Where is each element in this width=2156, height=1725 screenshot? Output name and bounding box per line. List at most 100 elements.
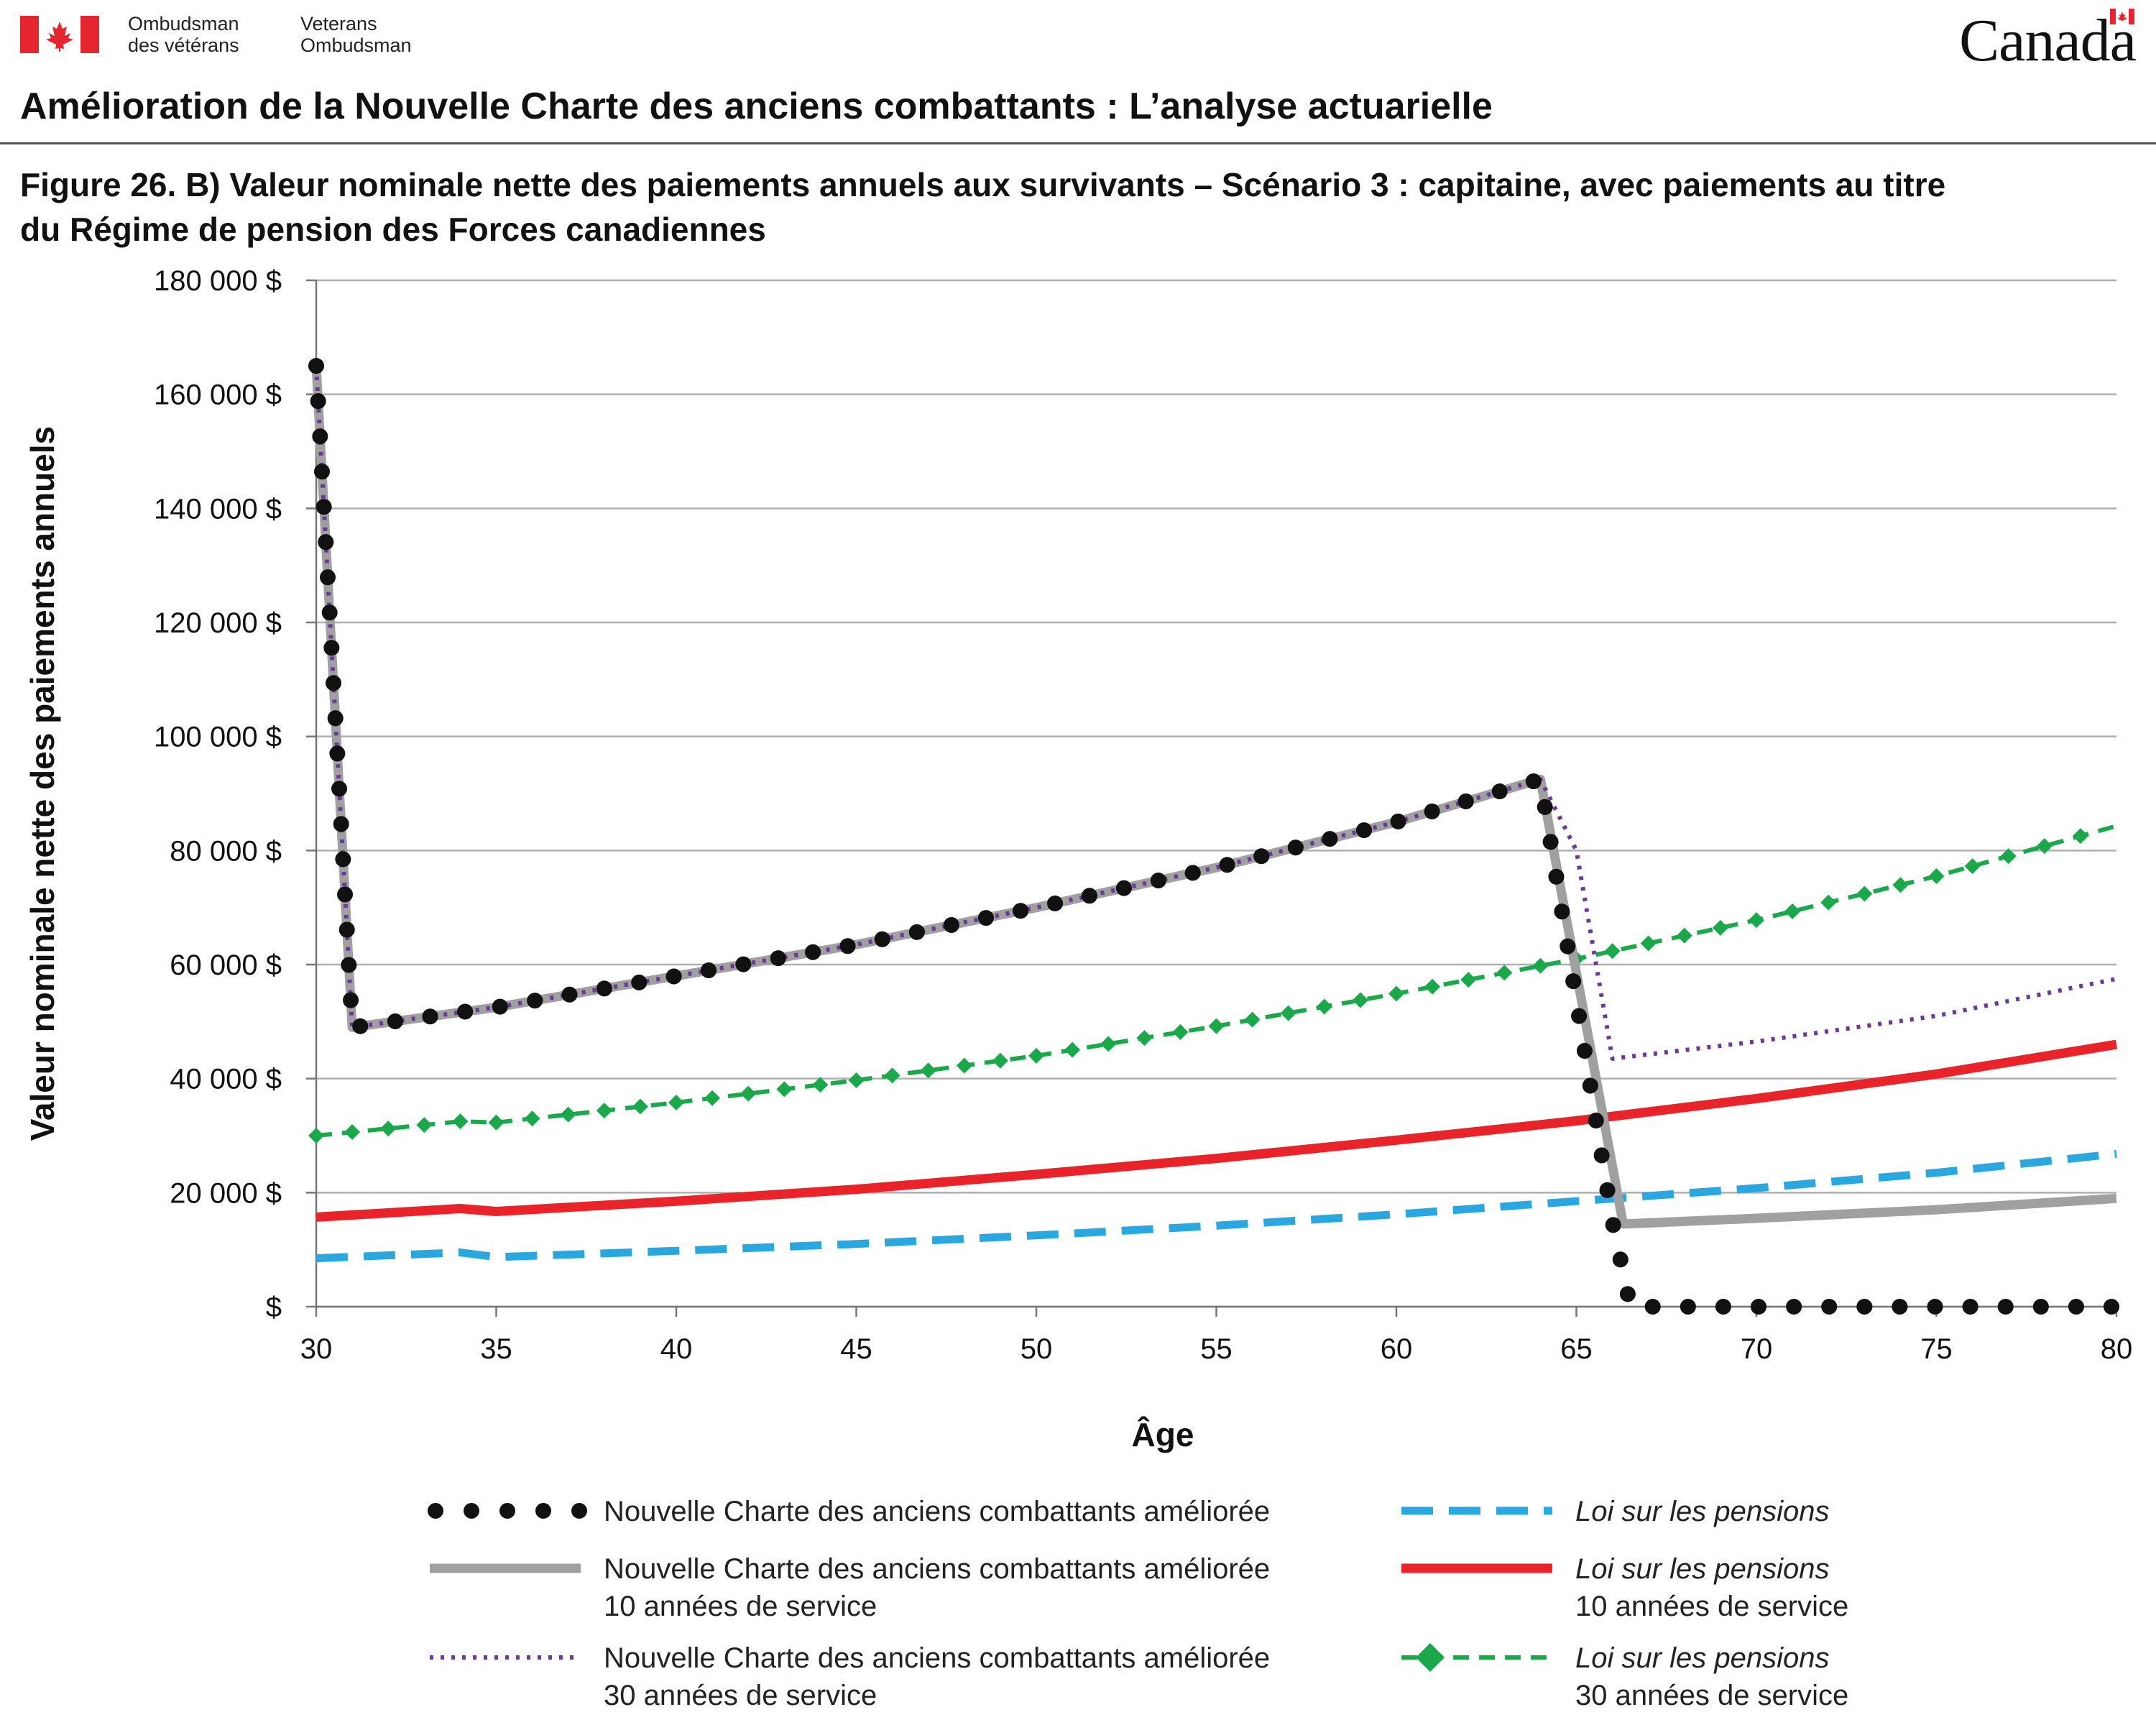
legend-marker — [1416, 1643, 1445, 1672]
series-6-marker — [1749, 912, 1764, 929]
series-6-marker — [596, 1103, 612, 1119]
series-6-marker — [1820, 894, 1837, 911]
series-line-2 — [311, 365, 2117, 1229]
legend-item-5: Loi sur les pensions 10 années de service — [1401, 1553, 1848, 1622]
x-tick-label: 75 — [1920, 1333, 1953, 1365]
series-lines — [308, 358, 2124, 1315]
series-6-marker — [668, 1094, 684, 1110]
legend-item-3: Nouvelle Charte des anciens combattants … — [430, 1642, 1270, 1711]
org-fr-line1: Ombudsman — [128, 13, 239, 34]
legend-swatch — [464, 1503, 479, 1519]
y-tick-label: 80 000 $ — [170, 835, 282, 867]
legend-label-line2: 10 années de service — [1575, 1591, 1848, 1622]
series-6-marker — [1208, 1018, 1225, 1034]
legend-swatch — [535, 1503, 551, 1519]
org-name-english: Veterans Ombudsman — [300, 13, 412, 56]
legend-item-1: Nouvelle Charte des anciens combattants … — [428, 1496, 1270, 1527]
series-line-1 — [308, 358, 2124, 1315]
legend-item-2: Nouvelle Charte des anciens combattants … — [430, 1553, 1270, 1622]
series-6-marker — [344, 1124, 361, 1141]
x-tick-label: 35 — [480, 1333, 512, 1365]
series-6-marker — [1496, 965, 1513, 981]
wordmark-flag-icon — [2110, 9, 2134, 24]
legend-label: Nouvelle Charte des anciens combattants … — [604, 1553, 1270, 1585]
x-tick-label: 50 — [1021, 1333, 1053, 1365]
x-tick-label: 30 — [300, 1333, 333, 1365]
series-6-marker — [2000, 848, 2017, 865]
org-name-french: Ombudsman des vétérans — [128, 13, 239, 56]
y-tick-label: 180 000 $ — [154, 265, 282, 297]
series-6-marker — [560, 1106, 576, 1123]
series-6-marker — [704, 1090, 721, 1106]
y-tick-label: 60 000 $ — [170, 949, 282, 981]
axes: $20 000 $ 40 000 $ 60 000 $ 80 000 $ 100 000… — [154, 265, 2132, 1365]
x-tick-label: 60 — [1381, 1333, 1413, 1365]
x-tick-label: 70 — [1741, 1333, 1773, 1365]
series-6-marker — [1964, 858, 1981, 875]
org-fr-line2: des vétérans — [128, 34, 239, 56]
series-6-marker — [1172, 1024, 1189, 1040]
x-tick-label: 65 — [1560, 1333, 1593, 1365]
series-6-marker — [1316, 998, 1332, 1015]
series-6-marker — [1928, 868, 1945, 885]
y-tick-label: 100 000 $ — [154, 722, 282, 753]
series-6-marker — [1028, 1047, 1044, 1064]
legend-swatch — [499, 1503, 515, 1519]
legend-label-line2: 30 années de service — [604, 1680, 877, 1711]
series-6-marker — [956, 1057, 972, 1074]
legend-label: Loi sur les pensions — [1575, 1553, 1830, 1585]
legend-label: Loi sur les pensions — [1575, 1496, 1830, 1527]
series-6-marker — [308, 1128, 324, 1144]
series-line-3 — [314, 365, 2117, 1061]
canada-wordmark: Canada — [1959, 7, 2137, 74]
legend-swatch — [571, 1503, 587, 1519]
series-6-marker — [1064, 1041, 1081, 1058]
figure-title: Figure 26. B) Valeur nominale nette des … — [20, 166, 1946, 248]
series-6-marker — [1604, 943, 1621, 960]
series-6-marker — [920, 1062, 936, 1079]
y-tick-label: 120 000 $ — [154, 607, 282, 639]
y-tick-label: 20 000 $ — [170, 1177, 282, 1209]
series-6-marker — [524, 1110, 540, 1127]
series-6-marker — [416, 1117, 433, 1133]
series-6-marker — [2036, 838, 2053, 855]
legend-label-line2: 30 années de service — [1575, 1680, 1848, 1711]
series-6-marker — [452, 1113, 469, 1130]
series-6-marker — [2072, 828, 2088, 845]
series-6-marker — [884, 1067, 900, 1084]
legend-item-4: Loi sur les pensions — [1401, 1496, 1830, 1527]
series-6-marker — [1856, 886, 1873, 902]
page-header: Ombudsman des vétérans Veterans Ombudsma… — [0, 0, 2156, 79]
series-6-marker — [740, 1085, 757, 1102]
series-6-marker — [1388, 985, 1404, 1002]
y-axis-label: Valeur nominale nette des paiements annu… — [24, 426, 61, 1141]
x-axis-label: Âge — [1132, 1416, 1194, 1453]
x-tick-label: 55 — [1200, 1333, 1233, 1365]
series-6-marker — [1352, 992, 1368, 1008]
series-line-4 — [315, 1149, 2117, 1263]
series-6-marker — [1136, 1030, 1153, 1046]
series-6-marker — [1532, 957, 1549, 974]
series-6-marker — [1892, 877, 1909, 893]
series-6-marker — [488, 1114, 505, 1131]
series-6-marker — [1784, 903, 1801, 919]
series-6-marker — [1280, 1005, 1296, 1021]
series-6-marker — [1424, 978, 1441, 995]
document-title: Amélioration de la Nouvelle Charte des a… — [20, 86, 1493, 127]
x-tick-label: 45 — [840, 1333, 872, 1365]
series-6-marker — [632, 1098, 648, 1115]
gridlines — [316, 279, 2116, 1308]
x-tick-label: 80 — [2101, 1333, 2133, 1365]
series-6-marker — [380, 1121, 397, 1137]
series-6-marker — [1640, 935, 1657, 952]
legend-label: Nouvelle Charte des anciens combattants … — [604, 1642, 1270, 1674]
org-en-line1: Veterans — [300, 13, 377, 34]
series-6-marker — [992, 1052, 1008, 1069]
org-en-line2: Ombudsman — [300, 34, 412, 56]
y-tick-label: 140 000 $ — [154, 493, 282, 525]
legend-item-6: Loi sur les pensions 30 années de service — [1401, 1642, 1848, 1711]
series-6-marker — [812, 1077, 829, 1093]
series-6-marker — [1100, 1036, 1117, 1052]
series-6-marker — [1676, 927, 1692, 944]
